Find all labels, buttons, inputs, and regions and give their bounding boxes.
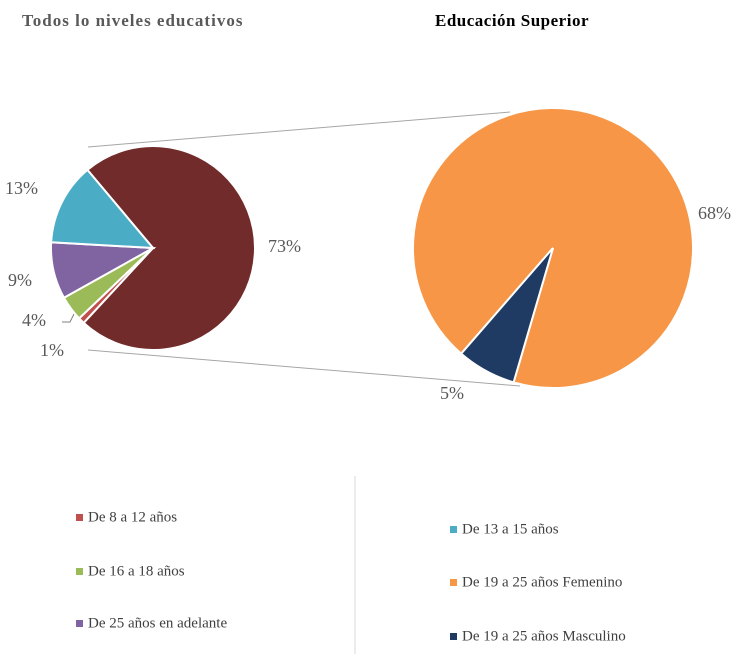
data-label: 73% [268,236,301,256]
left-title: Todos lo niveles educativos [22,11,243,30]
leader-line [62,311,76,323]
data-label: 68% [698,203,731,223]
legend-swatch [76,620,83,627]
data-label: 9% [8,270,32,290]
pie-slice [50,168,156,250]
pie-slice [82,145,256,351]
legend-label: De 19 a 25 años Femenino [462,574,622,590]
legend-label: De 25 años en adelante [88,615,227,631]
data-label: 4% [22,310,46,330]
legend-swatch [450,579,457,586]
data-label: 13% [5,178,38,198]
connector-line [87,349,521,387]
legend-label: De 8 a 12 años [88,509,177,525]
pie-slice [459,247,554,384]
legend-label: De 13 a 15 años [462,521,559,537]
legend-label: De 19 a 25 años Masculino [462,628,626,644]
legend-swatch [450,633,457,640]
legend-label: De 16 a 18 años [88,563,185,579]
connector-line [87,111,511,148]
right-title: Educación Superior [435,11,589,30]
legend-swatch [76,514,83,521]
data-label: 1% [40,340,64,360]
legend-swatch [76,568,83,575]
legend-swatch [450,526,457,533]
data-label: 5% [440,383,464,403]
